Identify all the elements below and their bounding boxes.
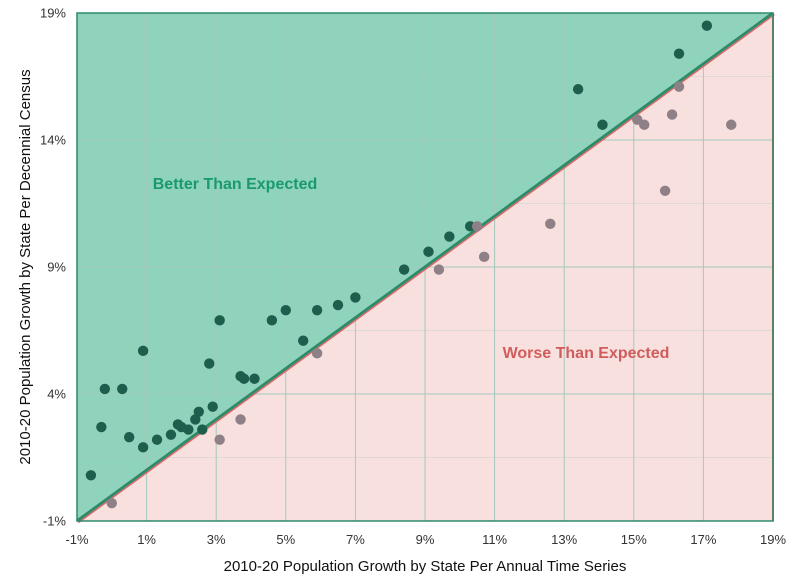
better-point [214, 315, 225, 326]
better-point [197, 424, 208, 435]
x-tick-label: 5% [276, 532, 295, 547]
worse-point [214, 434, 225, 445]
better-point [193, 406, 204, 417]
better-point [204, 358, 215, 369]
reference-line-red [78, 13, 775, 524]
data-points [85, 20, 737, 509]
y-tick-label: 4% [47, 387, 66, 402]
y-tick-label: 19% [40, 6, 66, 21]
worse-point [545, 218, 556, 230]
worse-point [235, 414, 246, 425]
better-point [423, 246, 434, 257]
x-tick-label: 11% [482, 532, 507, 547]
worse-than-expected-label: Worse Than Expected [503, 345, 670, 362]
y-tick-label: 14% [40, 133, 66, 148]
better-point [332, 299, 344, 311]
worse-point [726, 119, 737, 130]
worse-point [472, 221, 483, 232]
better-point [444, 231, 455, 242]
better-point [124, 431, 135, 443]
better-point [137, 345, 149, 357]
better-point [165, 429, 177, 440]
y-axis-title: 2010-20 Population Growth by State Per D… [17, 69, 34, 464]
better-than-expected-label: Better Than Expected [153, 176, 317, 193]
better-point [85, 470, 97, 481]
worse-point [106, 498, 118, 509]
x-tick-label: 19% [760, 532, 786, 547]
y-tick-label: 9% [47, 260, 66, 275]
better-point [238, 373, 250, 384]
better-point [266, 315, 278, 326]
x-tick-label: 15% [621, 532, 647, 547]
worse-point [311, 348, 323, 359]
better-point [572, 84, 584, 95]
better-point [249, 373, 260, 384]
better-point [280, 304, 291, 316]
x-tick-label: -1% [65, 532, 89, 547]
better-point [673, 48, 685, 59]
x-tick-label: 1% [137, 532, 156, 547]
better-point [701, 20, 713, 31]
better-point [298, 335, 309, 346]
better-point [207, 401, 218, 412]
x-tick-label: 17% [690, 532, 716, 547]
x-axis-title: 2010-20 Population Growth by State Per A… [224, 558, 627, 575]
plot-frame [76, 12, 774, 522]
reference-line-green [76, 11, 774, 523]
better-point [597, 119, 608, 130]
better-point [151, 434, 163, 445]
better-point [137, 442, 149, 453]
x-tick-labels: -1% 1% 3% 5% 7% 9% 11% 13% 15% 17% 19% [65, 532, 786, 547]
better-point [99, 383, 111, 395]
x-tick-label: 3% [207, 532, 226, 547]
better-point [350, 292, 361, 303]
worse-point [673, 81, 685, 92]
worse-point [659, 185, 671, 196]
worse-point [639, 119, 650, 130]
worse-point [478, 251, 490, 263]
better-point [117, 383, 128, 395]
worse-point [433, 264, 445, 275]
x-tick-label: 13% [551, 532, 577, 547]
y-tick-labels: -1% 4% 9% 14% 19% [40, 6, 66, 529]
x-tick-label: 7% [346, 532, 365, 547]
better-point [96, 421, 107, 433]
better-point [398, 264, 410, 275]
y-tick-label: -1% [43, 514, 67, 529]
better-point [183, 424, 194, 435]
x-tick-label: 9% [416, 532, 435, 547]
better-point [311, 304, 323, 316]
worse-point [666, 109, 678, 120]
